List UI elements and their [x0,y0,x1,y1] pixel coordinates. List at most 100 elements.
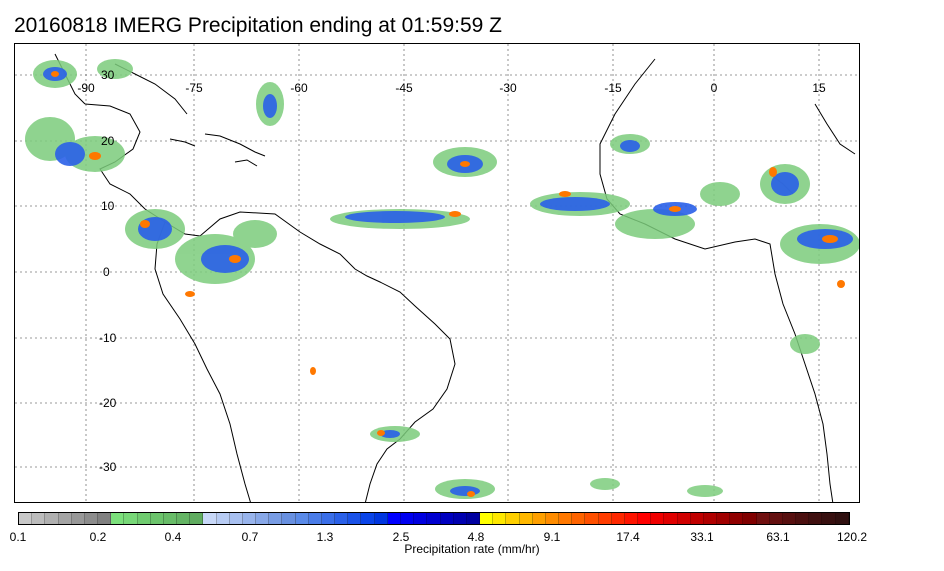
colorbar-swatch [177,513,191,524]
colorbar-swatch [822,513,836,524]
colorbar-swatch [796,513,810,524]
colorbar-tick-label: 120.2 [836,530,868,544]
colorbar-swatch [256,513,270,524]
colorbar-swatch [585,513,599,524]
colorbar-swatch [756,513,770,524]
colorbar-swatch [532,513,546,524]
colorbar-swatch [782,513,797,524]
lat-label: 10 [101,199,115,213]
colorbar-tick-label: 9.1 [543,530,561,544]
colorbar-title: Precipitation rate (mm/hr) [404,542,540,556]
colorbar-tick-label: 1.3 [316,530,334,544]
colorbar-tick-label: 0.4 [164,530,182,544]
lat-label: -10 [99,331,117,345]
lat-label: -30 [99,460,117,474]
colorbar-swatch [71,513,85,524]
colorbar-swatch [427,513,441,524]
lat-label: 0 [103,265,110,279]
colorbar-swatch [374,513,388,524]
colorbar-swatch [703,513,718,524]
lon-label: -60 [290,81,308,95]
lon-label: -30 [499,81,517,95]
precipitation-map: -90 -75 -60 -45 -30 -15 0 15 30 20 10 0 … [14,43,860,503]
colorbar-swatch [414,513,428,524]
colorbar-swatch [190,513,204,524]
colorbar-swatch [717,513,731,524]
colorbar-swatch [84,513,99,524]
colorbar-swatch [348,513,362,524]
lat-label: -20 [99,396,117,410]
lat-labels: 30 20 10 0 -10 -20 -30 [99,68,117,474]
colorbar-tick-label: 0.7 [241,530,259,544]
colorbar-swatch [506,513,520,524]
colorbar-swatch [242,513,257,524]
lon-label: -15 [604,81,622,95]
colorbar-swatch [466,513,481,524]
graticule [15,44,859,502]
colorbar-swatch [295,513,309,524]
map-canvas: -90 -75 -60 -45 -30 -15 0 15 30 20 10 0 … [15,44,859,502]
colorbar-swatch [638,513,652,524]
colorbar-swatch [730,513,744,524]
colorbar-tick-label: 17.4 [616,530,640,544]
colorbar-swatch [809,513,823,524]
colorbar-swatch [651,513,665,524]
colorbar-swatch [387,513,401,524]
colorbar-swatch [45,513,59,524]
colorbar-swatch [98,513,112,524]
colorbar-swatch [124,513,138,524]
lat-label: 30 [101,68,115,82]
colorbar-swatch [282,513,296,524]
lon-labels: -90 -75 -60 -45 -30 -15 0 15 [77,81,826,95]
colorbar-swatch [611,513,625,524]
colorbar-swatch [480,513,494,524]
map-title: 20160818 IMERG Precipitation ending at 0… [14,14,502,37]
colorbar-swatch [400,513,415,524]
colorbar-swatch [690,513,704,524]
colorbar-swatch [335,513,349,524]
colorbar-swatch [163,513,178,524]
colorbar-swatch [150,513,164,524]
colorbar-swatch [559,513,573,524]
colorbar-swatch [216,513,230,524]
lat-label: 20 [101,134,115,148]
colorbar-swatch [545,513,560,524]
colorbar-tick-label: 0.1 [9,530,27,544]
colorbar-tick-label: 2.5 [392,530,410,544]
colorbar-swatch [32,513,46,524]
colorbar-swatch [269,513,283,524]
colorbar-swatch [361,513,375,524]
colorbar-swatch [493,513,507,524]
colorbar-swatch [769,513,783,524]
colorbar-swatch [58,513,72,524]
colorbar-swatch [453,513,467,524]
colorbar-legend [18,512,850,525]
colorbar-swatch [624,513,639,524]
colorbar-swatch [598,513,612,524]
colorbar-swatch [19,513,33,524]
colorbar-swatch [519,513,533,524]
coastlines [54,53,856,502]
colorbar-swatch [743,513,757,524]
precipitation-overlay [25,59,859,499]
colorbar-swatch [677,513,691,524]
colorbar-swatch [835,513,849,524]
colorbar-swatch [440,513,454,524]
colorbar-swatch [111,513,125,524]
colorbar-swatch [664,513,678,524]
lon-label: 15 [812,81,826,95]
lon-label: -45 [395,81,413,95]
colorbar-tick-label: 4.8 [467,530,485,544]
colorbar-tick-label: 63.1 [766,530,790,544]
colorbar-swatch [572,513,586,524]
colorbar-swatch [321,513,336,524]
colorbar-swatch [229,513,243,524]
colorbar-swatch [203,513,217,524]
colorbar-swatch [137,513,151,524]
colorbar-swatch [308,513,322,524]
colorbar-tick-label: 0.2 [89,530,107,544]
lon-label: 0 [711,81,718,95]
colorbar-tick-label: 33.1 [690,530,714,544]
lon-label: -90 [77,81,95,95]
lon-label: -75 [185,81,203,95]
